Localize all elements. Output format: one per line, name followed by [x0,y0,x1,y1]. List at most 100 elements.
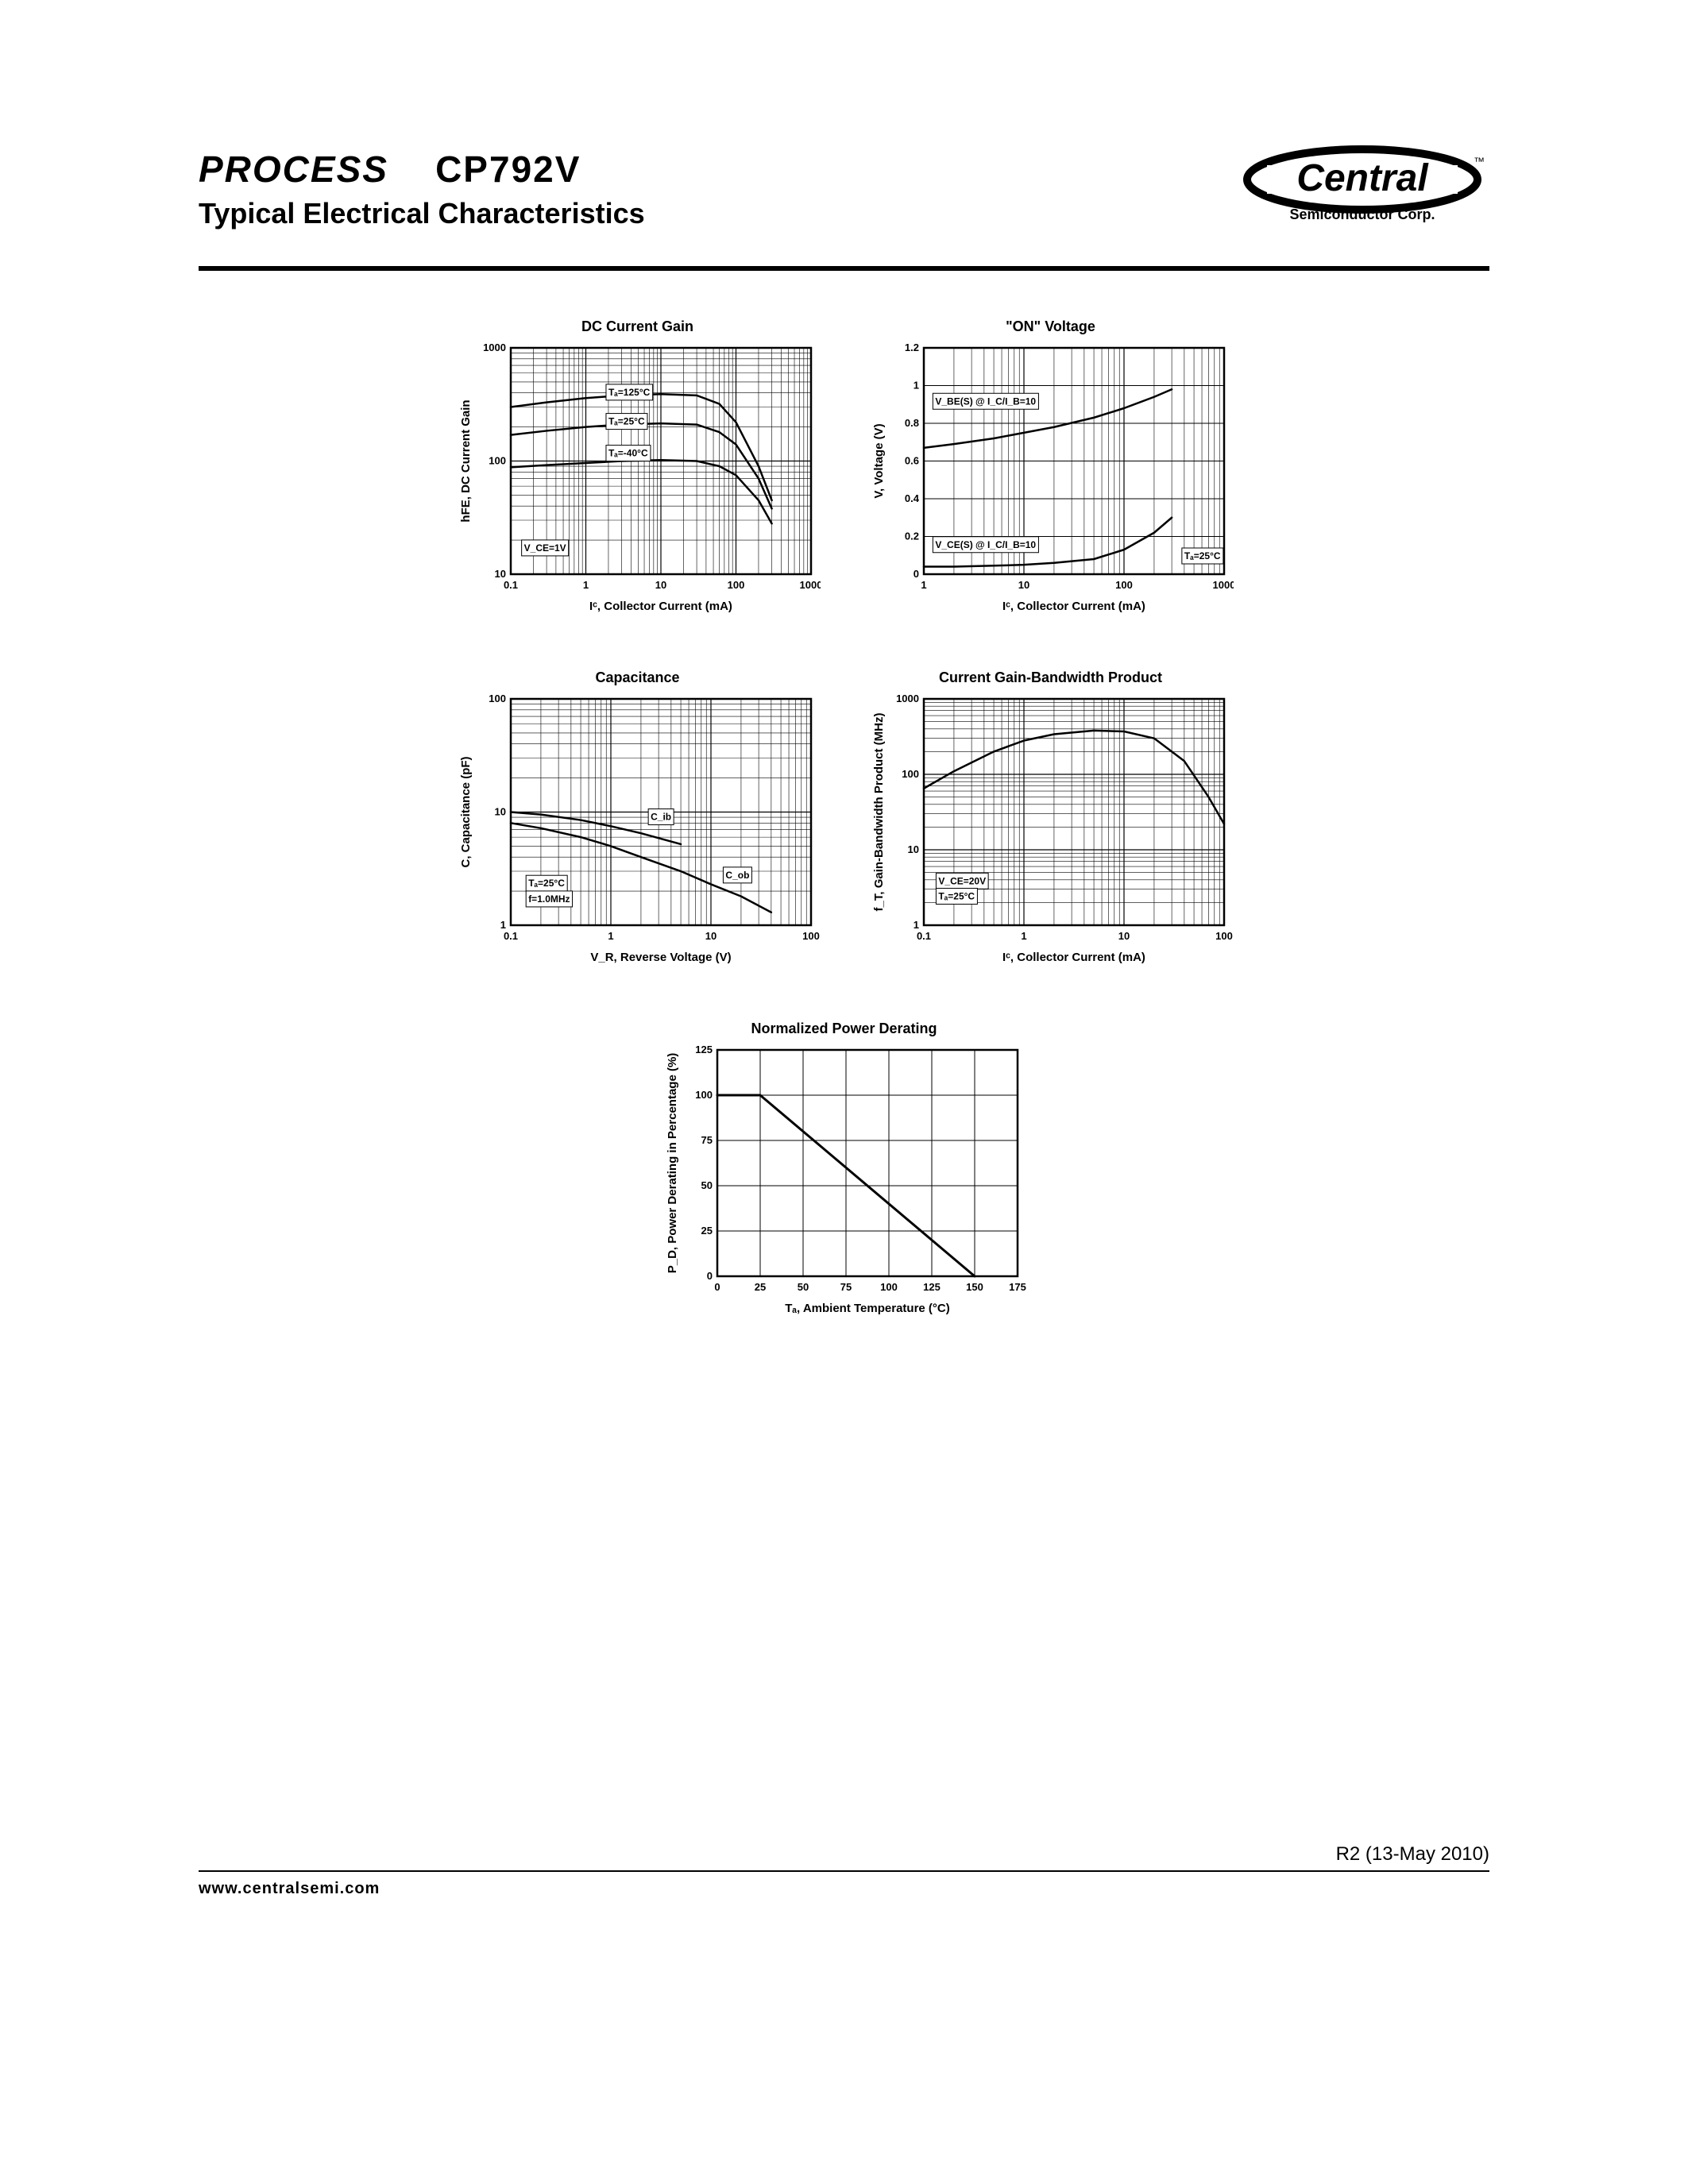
svg-text:Tₐ=25°C: Tₐ=25°C [938,890,975,901]
svg-text:Iᶜ, Collector Current (mA): Iᶜ, Collector Current (mA) [1002,951,1145,964]
svg-text:1000: 1000 [1212,579,1233,591]
logo-brand-text: Central [1296,157,1429,199]
svg-text:1: 1 [1021,930,1026,942]
svg-text:P_D, Power Derating in Percent: P_D, Power Derating in Percentage (%) [666,1053,679,1274]
svg-text:C_ib: C_ib [651,812,671,823]
header: PROCESS CP792V Typical Electrical Charac… [199,143,1489,234]
svg-text:C, Capacitance (pF): C, Capacitance (pF) [459,756,473,867]
subtitle: Typical Electrical Characteristics [199,197,645,230]
svg-text:10: 10 [494,806,505,818]
svg-text:50: 50 [797,1281,808,1293]
chart-title: Normalized Power Derating [662,1021,1027,1037]
svg-text:0.1: 0.1 [916,930,930,942]
svg-text:100: 100 [1115,579,1133,591]
svg-text:1000: 1000 [483,341,506,353]
svg-text:125: 125 [695,1044,713,1055]
chart-gain-bandwidth: Current Gain-Bandwidth Product 0.1110100… [868,669,1234,973]
process-line: PROCESS CP792V [199,148,645,191]
svg-text:100: 100 [695,1089,713,1101]
chart-svg: 0.11101001101001000V_CE=20VTₐ=25°CIᶜ, Co… [868,691,1234,969]
svg-text:100: 100 [1215,930,1233,942]
svg-text:50: 50 [701,1179,712,1191]
svg-text:Tₐ=-40°C: Tₐ=-40°C [608,448,647,459]
chart-dc-current-gain: DC Current Gain 0.1 1 10 100 1000 10 100 1000 Tₐ… [455,318,821,622]
svg-text:0.4: 0.4 [904,492,919,504]
footer-url: www.centralsemi.com [199,1880,1489,1898]
chart-title: Capacitance [455,669,821,686]
svg-text:Tₐ=25°C: Tₐ=25°C [528,878,565,889]
svg-text:f=1.0MHz: f=1.0MHz [528,893,570,905]
svg-text:Tₐ=125°C: Tₐ=125°C [608,387,650,398]
svg-text:0: 0 [913,568,918,580]
svg-text:0: 0 [706,1270,712,1282]
svg-text:125: 125 [923,1281,941,1293]
chart-title: DC Current Gain [455,318,821,335]
revision-text: R2 (13-May 2010) [199,1843,1489,1866]
svg-text:hFE, DC Current Gain: hFE, DC Current Gain [459,399,473,522]
svg-text:25: 25 [754,1281,765,1293]
svg-text:™: ™ [1474,155,1485,168]
svg-text:V_R, Reverse Voltage (V): V_R, Reverse Voltage (V) [590,951,731,964]
charts-area: DC Current Gain 0.11101001000101001000Tₐ… [199,318,1489,1324]
svg-text:V_CE(S) @ I_C/I_B=10: V_CE(S) @ I_C/I_B=10 [935,539,1036,550]
svg-text:0.2: 0.2 [904,531,918,542]
svg-text:0.1: 0.1 [503,579,517,591]
chart-svg: 1 10 100 1000 0 0.2 0.4 0.6 0.8 1 1.2 V_BE(S) @ I_C… [868,340,1234,618]
svg-text:10: 10 [1118,930,1129,942]
svg-text:1000: 1000 [896,693,919,704]
chart-title: "ON" Voltage [868,318,1234,335]
company-logo: Central ™ Semiconductor Corp. [1235,143,1489,234]
svg-text:75: 75 [701,1134,712,1146]
svg-text:150: 150 [966,1281,983,1293]
svg-text:Tₐ, Ambient Temperature (°C): Tₐ, Ambient Temperature (°C) [785,1302,950,1315]
footer: R2 (13-May 2010) www.centralsemi.com [199,1843,1489,1898]
svg-text:0.8: 0.8 [904,417,918,429]
chart-power-derating: Normalized Power Derating 0 25 50 75 100 125 1… [662,1021,1027,1324]
svg-text:f_T, Gain-Bandwidth Product (M: f_T, Gain-Bandwidth Product (MHz) [872,713,886,912]
svg-text:1: 1 [913,919,918,931]
svg-text:0.1: 0.1 [503,930,517,942]
svg-text:75: 75 [840,1281,851,1293]
svg-text:Iᶜ, Collector Current (mA): Iᶜ, Collector Current (mA) [589,600,732,613]
svg-text:C_ob: C_ob [725,870,749,881]
logo-tagline-text: Semiconductor Corp. [1289,206,1435,222]
svg-text:10: 10 [494,568,505,580]
svg-text:V, Voltage (V): V, Voltage (V) [872,423,886,498]
svg-text:10: 10 [1018,579,1029,591]
header-divider [199,266,1489,271]
chart-svg: 0.1110100110100C_ibC_obTₐ=25°Cf=1.0MHzV_… [455,691,821,969]
svg-text:Tₐ=25°C: Tₐ=25°C [608,416,644,427]
svg-text:10: 10 [705,930,716,942]
svg-text:V_BE(S) @ I_C/I_B=10: V_BE(S) @ I_C/I_B=10 [935,396,1036,407]
svg-text:100: 100 [802,930,820,942]
svg-text:100: 100 [880,1281,898,1293]
svg-text:Tₐ=25°C: Tₐ=25°C [1184,550,1220,561]
part-number: CP792V [435,149,581,190]
svg-text:1.2: 1.2 [904,341,918,353]
svg-text:0.6: 0.6 [904,455,918,467]
chart-svg: 0 25 50 75 100 125 150 175 0 25 50 75 100 125 Tₐ, Ambi… [662,1042,1027,1320]
chart-on-voltage: "ON" Voltage 1 10 100 1000 0 0.2 0.4 0.6 0.8 1 1.2… [868,318,1234,622]
svg-text:1000: 1000 [799,579,820,591]
svg-text:10: 10 [655,579,666,591]
svg-text:25: 25 [701,1225,712,1237]
process-label: PROCESS [199,149,388,190]
svg-text:10: 10 [907,843,918,855]
svg-text:1: 1 [500,919,505,931]
svg-text:V_CE=1V: V_CE=1V [523,542,566,554]
chart-capacitance: Capacitance 0.1110100110100C_ibC_obTₐ=25… [455,669,821,973]
title-block: PROCESS CP792V Typical Electrical Charac… [199,148,645,230]
svg-text:100: 100 [727,579,744,591]
svg-text:100: 100 [489,693,506,704]
svg-text:Iᶜ, Collector Current (mA): Iᶜ, Collector Current (mA) [1002,600,1145,613]
svg-text:0: 0 [714,1281,720,1293]
svg-text:175: 175 [1009,1281,1026,1293]
svg-text:1: 1 [582,579,588,591]
svg-text:1: 1 [921,579,926,591]
svg-text:V_CE=20V: V_CE=20V [938,875,986,886]
chart-svg: 0.1 1 10 100 1000 10 100 1000 Tₐ=125°C Tₐ=25°C Tₐ=… [455,340,821,618]
footer-divider [199,1870,1489,1872]
svg-text:1: 1 [608,930,613,942]
svg-text:100: 100 [489,455,506,467]
svg-text:1: 1 [913,380,918,392]
